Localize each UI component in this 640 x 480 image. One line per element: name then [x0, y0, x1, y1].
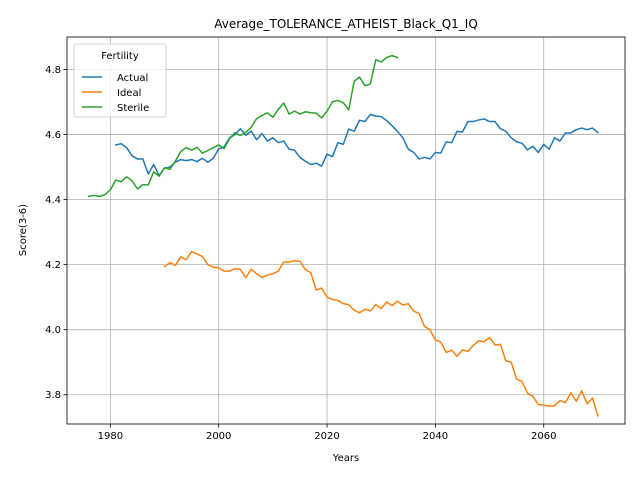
x-axis-label: Years [332, 453, 359, 464]
x-tick-label: 2040 [423, 431, 448, 442]
x-tick-label: 2000 [206, 431, 231, 442]
chart-title: Average_TOLERANCE_ATHEIST_Black_Q1_IQ [214, 17, 478, 31]
x-tick-label: 2060 [531, 431, 556, 442]
y-axis-label: Score(3-6) [18, 204, 29, 256]
legend-label-sterile: Sterile [117, 103, 149, 114]
y-tick-label: 4.0 [45, 325, 61, 336]
legend-title: Fertility [101, 51, 139, 62]
x-tick-label: 1980 [98, 431, 123, 442]
y-tick-label: 4.2 [45, 260, 61, 271]
y-tick-label: 4.8 [45, 65, 61, 76]
y-tick-label: 4.6 [45, 130, 61, 141]
y-tick-label: 3.8 [45, 390, 61, 401]
x-tick-label: 2020 [314, 431, 339, 442]
legend-label-actual: Actual [117, 73, 148, 84]
y-tick-label: 4.4 [45, 195, 61, 206]
legend-label-ideal: Ideal [117, 88, 141, 99]
legend: Fertility Actual Ideal Sterile [74, 44, 166, 117]
